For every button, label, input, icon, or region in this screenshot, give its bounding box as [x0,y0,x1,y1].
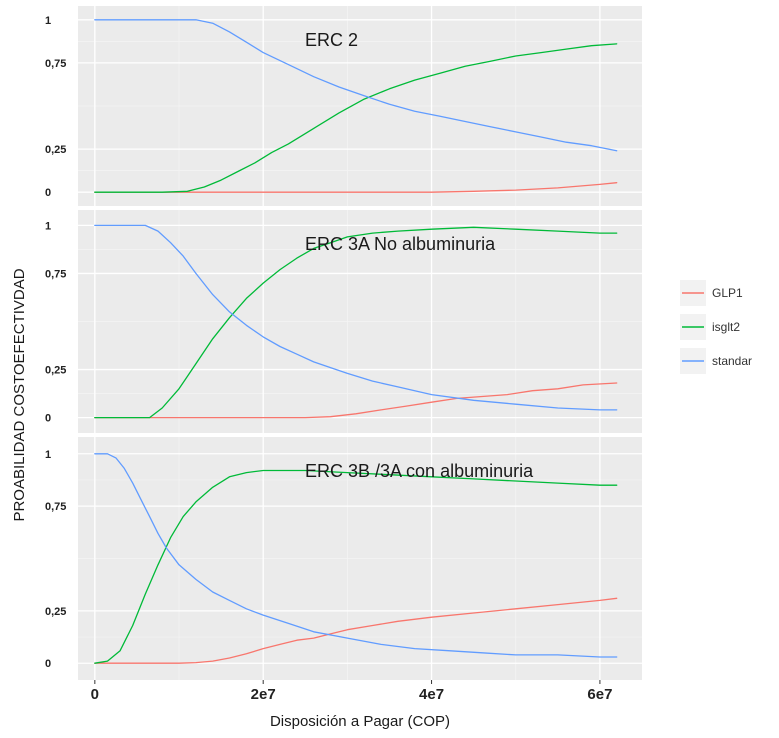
y-axis-title: PROABILIDAD COSTOEFECTIVDAD [11,268,28,521]
x-axis-title: Disposición a Pagar (COP) [270,713,450,730]
y-tick-label: 0,25 [45,144,66,156]
panel-title: ERC 3B /3A con albuminuria [305,461,534,481]
facet-panel: 0 0,25 0,75 1 ERC 3A No albuminuria [45,210,642,433]
legend-label: isglt2 [712,320,740,334]
y-tick-label: 1 [45,15,51,27]
y-tick-label: 0 [45,187,51,199]
panel-title: ERC 2 [305,30,358,50]
y-tick-label: 0,25 [45,365,66,377]
y-tick-label: 0 [45,413,51,425]
series-line-standar [94,453,618,658]
series-line-standar [94,224,618,411]
facet-panel: 0 0,25 0,75 1 ERC 2 [45,6,642,206]
y-tick-label: 0,75 [45,58,66,70]
series-line-glp1 [94,597,618,664]
series-line-glp1 [94,182,618,193]
legend-item: standar [680,348,752,374]
panels-layer: 0 0,25 0,75 1 ERC 2 0 0,25 0,75 1 ERC 3A No album… [45,6,642,680]
y-tick-label: 1 [45,449,51,461]
x-tick-label: 4e7 [419,686,444,703]
facet-panel: 0 0,25 0,75 1 ERC 3B /3A con albuminuria [45,437,642,680]
x-tick-label: 0 [91,686,99,703]
y-tick-label: 0,25 [45,606,66,618]
panel-title: ERC 3A No albuminuria [305,234,496,254]
x-axis: 0 2e7 4e7 6e7 [91,680,612,703]
legend: GLP1 isglt2 standar [680,280,752,374]
legend-label: GLP1 [712,286,743,300]
legend-item: GLP1 [680,280,743,306]
series-line-standar [94,19,618,152]
series-line-isglt2 [94,43,618,193]
y-tick-label: 0,75 [45,501,66,513]
x-tick-label: 6e7 [587,686,612,703]
y-tick-label: 1 [45,220,51,232]
legend-label: standar [712,354,752,368]
y-tick-label: 0 [45,658,51,670]
series-line-isglt2 [94,226,618,419]
legend-item: isglt2 [680,314,740,340]
y-tick-label: 0,75 [45,268,66,280]
x-tick-label: 2e7 [251,686,276,703]
series-line-glp1 [94,382,618,419]
series-line-isglt2 [94,469,618,664]
